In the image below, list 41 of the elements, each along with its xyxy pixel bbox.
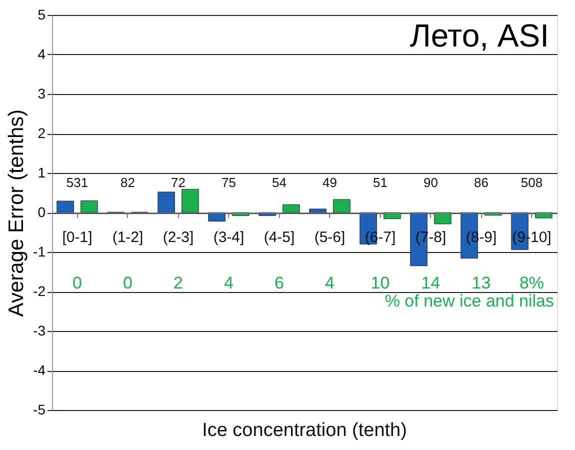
annotation: 51 (373, 174, 388, 190)
x-axis-title: Ice concentration (tenth) (202, 420, 407, 441)
x-tick-label: (3-4] (213, 229, 244, 246)
annotation: 54 (272, 174, 286, 190)
annotation: 531 (66, 174, 88, 190)
x-tick-label: (2-3] (162, 229, 194, 246)
annotation: 49 (322, 174, 337, 190)
y-tick-label: -5 (33, 402, 46, 418)
x-tick-label: (5-6] (314, 229, 346, 246)
annotation: % of new ice and nilas (384, 291, 554, 310)
annotation: 10 (370, 274, 390, 293)
y-tick-label: -4 (33, 362, 46, 378)
annotation: 72 (171, 174, 186, 190)
y-tick-label: 2 (38, 125, 46, 141)
annotation: 4 (224, 274, 234, 293)
y-axis-title: Average Error (tenths) (5, 109, 28, 317)
annotation: 0 (123, 274, 132, 293)
annotation: 0 (72, 274, 82, 293)
y-tick-label: 1 (38, 164, 46, 180)
annotation: 90 (424, 174, 438, 190)
annotation: 82 (120, 174, 135, 190)
annotation: 8% (519, 274, 544, 293)
chart-title: Лето, ASI (410, 18, 549, 54)
x-tick-label: [0-1] (62, 229, 92, 246)
annotation: 13 (472, 274, 491, 293)
y-tick-label: -1 (33, 244, 46, 260)
y-tick-label: -2 (33, 283, 46, 299)
y-tick-label: 5 (38, 6, 46, 22)
annotation: 75 (222, 174, 236, 190)
annotation: 14 (421, 274, 440, 293)
annotation: 6 (274, 274, 284, 293)
x-tick-label: (1-2] (112, 229, 144, 246)
annotation: 508 (520, 174, 543, 190)
x-tick-label: (4-5] (264, 229, 295, 246)
y-tick-label: 3 (38, 86, 46, 102)
annotation: 86 (474, 174, 488, 190)
annotation: 4 (325, 274, 334, 293)
y-tick-label: 4 (38, 46, 46, 62)
y-tick-label: -3 (33, 322, 46, 338)
y-tick-label: 0 (38, 204, 46, 220)
annotation: 2 (174, 274, 183, 293)
